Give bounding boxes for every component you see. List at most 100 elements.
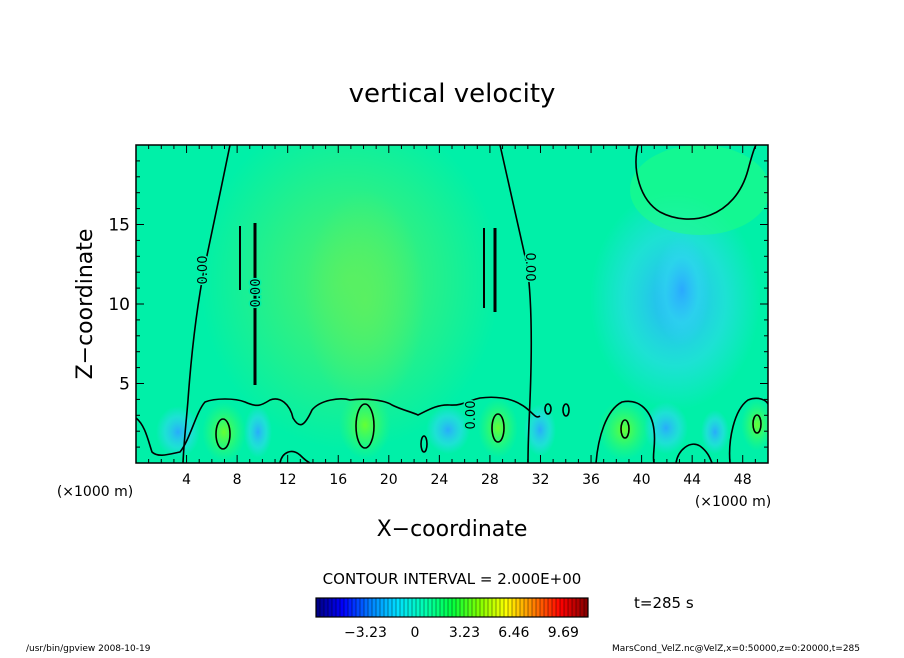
- x-tick-label: 4: [182, 472, 191, 488]
- surface-updraft: [598, 400, 650, 460]
- zero-contour: [279, 450, 311, 463]
- colorbar-cell: [472, 598, 477, 617]
- colorbar-cell: [480, 598, 485, 617]
- colorbar-cell: [316, 598, 321, 617]
- colorbar-cell: [416, 598, 421, 617]
- small-contour: [562, 403, 570, 417]
- colorbar-cell: [460, 598, 465, 617]
- zero-contour: [499, 145, 533, 463]
- colorbar-cell: [512, 598, 517, 617]
- x-tick-label: 8: [233, 472, 242, 488]
- x-tick-label: 12: [279, 472, 297, 488]
- positive-contour: [752, 414, 762, 434]
- colorbar-cell: [360, 598, 365, 617]
- zero-contour: [182, 145, 231, 463]
- colorbar-cell: [404, 598, 409, 617]
- colorbar-cell: [452, 598, 457, 617]
- x-tick-label: 20: [380, 472, 398, 488]
- colorbar-cell: [572, 598, 577, 617]
- y-tick-label: 5: [119, 375, 130, 395]
- colorbar-cell: [540, 598, 545, 617]
- colorbar-cell: [544, 598, 549, 617]
- zero-contour: [728, 397, 768, 463]
- colorbar-cell: [380, 598, 385, 617]
- zero-contour: [635, 145, 757, 220]
- positive-contour: [491, 413, 505, 443]
- colorbar-cell: [344, 598, 349, 617]
- colorbar-ticks: −3.23 0 3.23 6.46 9.69: [344, 625, 579, 641]
- colorbar-cell: [564, 598, 569, 617]
- colorbar-cell: [428, 598, 433, 617]
- surface-downdraft: [701, 410, 729, 454]
- colorbar-cell: [492, 598, 497, 617]
- surface-downdraft: [244, 406, 272, 458]
- colorbar-cell: [448, 598, 453, 617]
- plot-area: 0.00 0.00 0.00 0.00: [136, 145, 768, 463]
- surface-downdraft: [156, 406, 200, 458]
- colorbar-cell: [352, 598, 357, 617]
- colorbar-cell: [496, 598, 501, 617]
- x-tick-label: 40: [633, 472, 651, 488]
- positive-contour: [620, 419, 630, 439]
- colorbar-cell: [548, 598, 553, 617]
- surface-updraft: [202, 402, 246, 462]
- x-axis-label: X−coordinate: [377, 517, 528, 542]
- colorbar-cell: [568, 598, 573, 617]
- upper-right-cell: [630, 145, 768, 235]
- colorbar-cell: [520, 598, 525, 617]
- colorbar-cell: [580, 598, 585, 617]
- colorbar-cell: [528, 598, 533, 617]
- colorbar-cell: [392, 598, 397, 617]
- small-contour: [544, 403, 552, 415]
- zero-contour: [595, 400, 656, 463]
- colorbar-cell: [552, 598, 557, 617]
- colorbar-cell: [576, 598, 581, 617]
- colorbar-cell: [336, 598, 341, 617]
- x-unit-right: (×1000 m): [695, 494, 771, 510]
- colorbar-cell: [424, 598, 429, 617]
- colorbar-cell: [328, 598, 333, 617]
- y-axis-label: Z−coordinate: [73, 229, 98, 380]
- surface-updraft: [478, 398, 518, 458]
- downdraft-core: [654, 235, 710, 345]
- colorbar-cell: [356, 598, 361, 617]
- x-axis-ticks: 4 8 12 16 20 24 28 32 36 40 44 48: [148, 145, 756, 488]
- footer-left: /usr/bin/gpview 2008-10-19: [26, 644, 151, 654]
- colorbar-cell: [532, 598, 537, 617]
- colorbar-cell: [324, 598, 329, 617]
- colorbar-cell: [396, 598, 401, 617]
- colorbar-cell: [384, 598, 389, 617]
- small-contour: [420, 435, 428, 453]
- colorbar-cell: [368, 598, 373, 617]
- colorbar-cell: [440, 598, 445, 617]
- y-tick-label: 10: [108, 295, 130, 315]
- x-tick-label: 48: [734, 472, 752, 488]
- colorbar-cell: [412, 598, 417, 617]
- x-tick-label: 44: [683, 472, 701, 488]
- surface-downdraft: [644, 402, 688, 454]
- colorbar-cell: [400, 598, 405, 617]
- zero-contour: [675, 443, 713, 463]
- colorbar-cell: [556, 598, 561, 617]
- contour-label: 0.00: [464, 401, 479, 430]
- colorbar-cell: [376, 598, 381, 617]
- colorbar-cell: [408, 598, 413, 617]
- colorbar-cell: [464, 598, 469, 617]
- contour-label: 0.00: [249, 279, 264, 308]
- colorbar-cell: [516, 598, 521, 617]
- colorbar-cell: [388, 598, 393, 617]
- colorbar-cell: [536, 598, 541, 617]
- contour-interval: CONTOUR INTERVAL = 2.000E+00: [323, 570, 582, 588]
- contour-lines: [136, 145, 768, 463]
- colorbar: −3.23 0 3.23 6.46 9.69: [315, 597, 589, 641]
- colorbar-cell: [372, 598, 377, 617]
- colorbar-cell: [364, 598, 369, 617]
- colorbar-cell: [444, 598, 449, 617]
- x-tick-label: 28: [481, 472, 499, 488]
- surface-downdraft: [426, 406, 470, 454]
- colorbar-tick-label: 3.23: [449, 625, 480, 641]
- x-tick-label: 24: [430, 472, 448, 488]
- colorbar-cell: [340, 598, 345, 617]
- contour-labels: 0.00 0.00 0.00 0.00: [195, 251, 539, 431]
